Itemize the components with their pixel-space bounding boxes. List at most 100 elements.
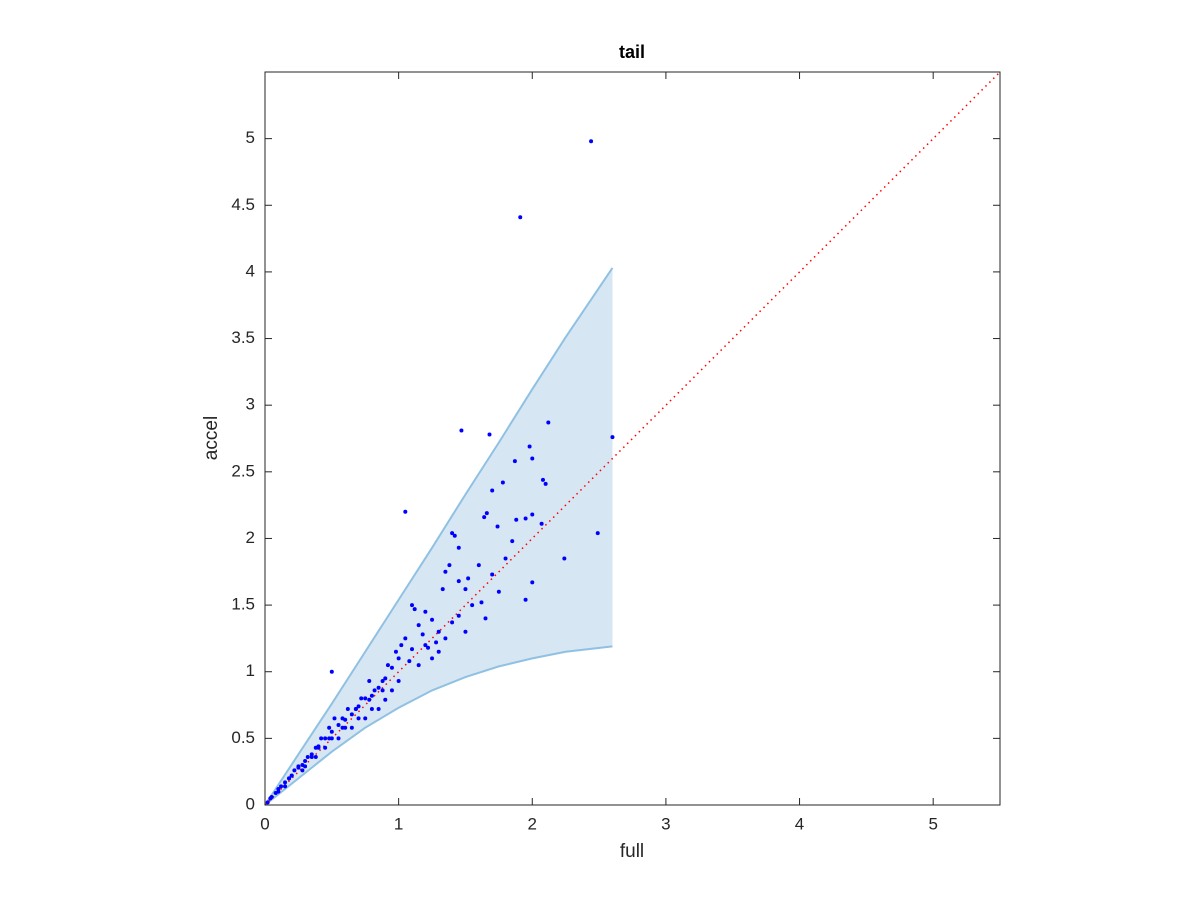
point: [283, 780, 288, 785]
point: [443, 636, 448, 641]
point: [500, 480, 505, 485]
point: [482, 515, 487, 520]
point: [305, 755, 310, 760]
band-lower: [264, 645, 613, 806]
point: [383, 676, 388, 681]
point: [412, 607, 417, 612]
point: [359, 696, 364, 701]
y-tick-label: 2.5: [231, 461, 255, 480]
point: [369, 693, 374, 698]
point: [363, 716, 368, 721]
point: [336, 736, 341, 741]
x-tick-label: 0: [260, 814, 269, 833]
point: [523, 516, 528, 521]
point: [610, 435, 615, 440]
point: [589, 139, 594, 144]
x-tick-label: 3: [661, 814, 670, 833]
point: [369, 707, 374, 712]
band-upper: [264, 267, 614, 806]
point: [363, 696, 368, 701]
point: [356, 716, 361, 721]
point: [292, 768, 297, 773]
point: [410, 603, 414, 608]
point: [546, 420, 551, 425]
point: [399, 643, 404, 648]
point: [396, 679, 401, 684]
y-tick-label: 4: [246, 261, 255, 280]
point: [463, 587, 468, 592]
point: [483, 616, 488, 621]
x-tick-label: 2: [528, 814, 537, 833]
point: [389, 665, 394, 670]
point: [436, 649, 441, 654]
point: [300, 768, 305, 773]
point: [383, 697, 388, 702]
point: [336, 723, 341, 728]
point: [407, 659, 412, 664]
y-tick-label: 4.5: [231, 195, 255, 214]
point: [372, 688, 377, 693]
y-tick-label: 0.5: [231, 728, 255, 747]
point: [562, 556, 567, 561]
point: [327, 725, 332, 730]
point: [332, 716, 337, 721]
point: [447, 563, 452, 568]
point: [329, 729, 334, 734]
point: [440, 587, 445, 592]
y-tick-label: 5: [246, 128, 255, 147]
point: [530, 512, 535, 517]
point: [403, 636, 408, 641]
point: [345, 707, 350, 712]
x-axis-label: full: [620, 841, 644, 862]
point: [416, 663, 421, 668]
point: [503, 556, 508, 561]
point: [539, 521, 544, 526]
point: [319, 736, 324, 741]
point: [479, 600, 484, 605]
point: [510, 539, 515, 544]
point: [459, 428, 464, 433]
point: [367, 697, 372, 702]
point: [276, 789, 281, 794]
point: [434, 640, 439, 645]
point: [523, 597, 528, 602]
point: [410, 647, 414, 652]
point: [484, 511, 489, 516]
point: [289, 773, 294, 778]
point: [323, 736, 328, 741]
point: [540, 477, 545, 482]
point: [323, 745, 328, 750]
point: [487, 432, 492, 437]
point: [367, 679, 372, 684]
point: [340, 716, 345, 721]
point: [450, 620, 455, 625]
point: [496, 589, 501, 594]
point: [340, 725, 345, 730]
point: [456, 545, 461, 550]
point: [514, 517, 519, 522]
point: [313, 755, 318, 760]
point: [380, 679, 385, 684]
point: [450, 531, 455, 536]
point: [380, 688, 385, 693]
point: [265, 800, 270, 805]
point: [527, 444, 532, 449]
point: [385, 663, 390, 668]
axes-box: [264, 71, 1001, 806]
point: [303, 764, 308, 769]
point: [466, 576, 471, 581]
y-tick-label: 3: [246, 395, 255, 414]
point: [268, 796, 273, 801]
point: [495, 524, 500, 529]
y-tick-label: 1.5: [231, 595, 255, 614]
point: [430, 617, 435, 622]
point: [456, 579, 461, 584]
confidence-band: [265, 267, 613, 806]
point: [543, 481, 548, 486]
point: [518, 215, 523, 220]
point: [349, 712, 354, 717]
point: [416, 623, 421, 628]
point: [420, 632, 425, 637]
point: [353, 707, 358, 712]
point: [327, 736, 332, 741]
